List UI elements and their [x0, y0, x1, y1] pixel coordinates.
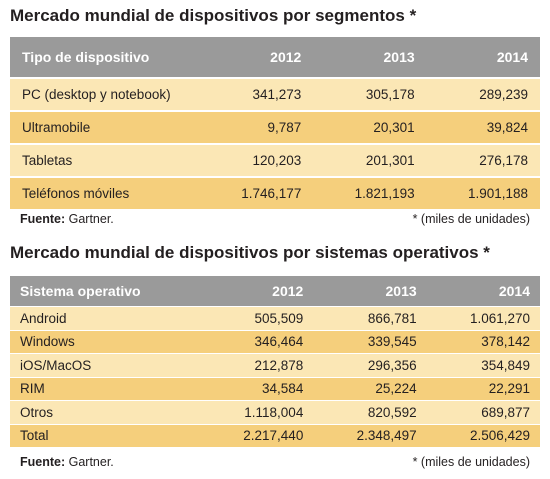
- table-row: Tabletas 120,203 201,301 276,178: [10, 143, 540, 177]
- table-cell: 20,301: [313, 110, 427, 144]
- source-label: Fuente:: [20, 212, 66, 226]
- column-header: Sistema operativo: [10, 276, 200, 307]
- table-row: Android 505,509 866,781 1.061,270: [10, 306, 540, 330]
- source-line: Fuente: Gartner.: [20, 455, 114, 469]
- os-table-title: Mercado mundial de dispositivos por sist…: [10, 243, 490, 262]
- table-cell: 22,291: [426, 376, 540, 401]
- table-cell: 866,781: [313, 306, 427, 330]
- source-value: Gartner.: [65, 212, 114, 226]
- table-cell: 1.901,188: [426, 176, 540, 209]
- table-cell: 1.061,270: [426, 306, 540, 330]
- table-row: iOS/MacOS 212,878 296,356 354,849: [10, 353, 540, 377]
- table-cell: 346,464: [200, 329, 314, 354]
- row-label: PC (desktop y notebook): [10, 77, 200, 111]
- table-cell: 2.217,440: [200, 423, 314, 447]
- table-row: Otros 1.118,004 820,592 689,877: [10, 400, 540, 424]
- table-cell: 2.348,497: [313, 423, 427, 447]
- table-cell: 341,273: [200, 77, 314, 111]
- table-cell: 34,584: [200, 376, 314, 401]
- column-header: 2013: [313, 37, 427, 78]
- table-cell: 354,849: [426, 353, 540, 377]
- row-label: Teléfonos móviles: [10, 176, 200, 209]
- table-header-row: Sistema operativo 2012 2013 2014: [10, 276, 540, 307]
- row-label: Tabletas: [10, 143, 200, 177]
- table-cell: 1.746,177: [200, 176, 314, 209]
- row-label: Total: [10, 423, 200, 447]
- table-cell: 25,224: [313, 376, 427, 401]
- table-cell: 9,787: [200, 110, 314, 144]
- segments-table: Tipo de dispositivo 2012 2013 2014 PC (d…: [10, 37, 540, 209]
- row-label: Android: [10, 306, 200, 330]
- table-row: Windows 346,464 339,545 378,142: [10, 329, 540, 354]
- os-table: Sistema operativo 2012 2013 2014 Android…: [10, 276, 540, 447]
- table-cell: 689,877: [426, 400, 540, 424]
- table-row: Total 2.217,440 2.348,497 2.506,429: [10, 423, 540, 447]
- table-cell: 505,509: [200, 306, 314, 330]
- table-cell: 212,878: [200, 353, 314, 377]
- units-note: * (miles de unidades): [412, 212, 530, 226]
- column-header: Tipo de dispositivo: [10, 37, 200, 78]
- table-cell: 201,301: [313, 143, 427, 177]
- column-header: 2013: [313, 276, 427, 307]
- source-line: Fuente: Gartner.: [20, 212, 114, 226]
- table-row: PC (desktop y notebook) 341,273 305,178 …: [10, 77, 540, 111]
- table-cell: 120,203: [200, 143, 314, 177]
- source-label: Fuente:: [20, 455, 66, 469]
- row-label: Otros: [10, 400, 200, 424]
- table-cell: 2.506,429: [426, 423, 540, 447]
- column-header: 2012: [200, 37, 314, 78]
- table-cell: 289,239: [426, 77, 540, 111]
- table-cell: 820,592: [313, 400, 427, 424]
- table-cell: 305,178: [313, 77, 427, 111]
- segments-table-container: Tipo de dispositivo 2012 2013 2014 PC (d…: [10, 37, 540, 209]
- source-value: Gartner.: [65, 455, 114, 469]
- table-cell: 378,142: [426, 329, 540, 354]
- segments-table-title: Mercado mundial de dispositivos por segm…: [10, 6, 417, 25]
- table-cell: 1.821,193: [313, 176, 427, 209]
- table-row: Teléfonos móviles 1.746,177 1.821,193 1.…: [10, 176, 540, 209]
- column-header: 2012: [200, 276, 314, 307]
- units-note: * (miles de unidades): [412, 455, 530, 469]
- table-cell: 39,824: [426, 110, 540, 144]
- table-row: RIM 34,584 25,224 22,291: [10, 376, 540, 401]
- row-label: RIM: [10, 376, 200, 401]
- table-cell: 296,356: [313, 353, 427, 377]
- column-header: 2014: [426, 276, 540, 307]
- table-header-row: Tipo de dispositivo 2012 2013 2014: [10, 37, 540, 78]
- row-label: Ultramobile: [10, 110, 200, 144]
- table-cell: 276,178: [426, 143, 540, 177]
- table-row: Ultramobile 9,787 20,301 39,824: [10, 110, 540, 144]
- row-label: Windows: [10, 329, 200, 354]
- os-table-container: Sistema operativo 2012 2013 2014 Android…: [10, 276, 540, 447]
- table-cell: 339,545: [313, 329, 427, 354]
- column-header: 2014: [426, 37, 540, 78]
- table-cell: 1.118,004: [200, 400, 314, 424]
- row-label: iOS/MacOS: [10, 353, 200, 377]
